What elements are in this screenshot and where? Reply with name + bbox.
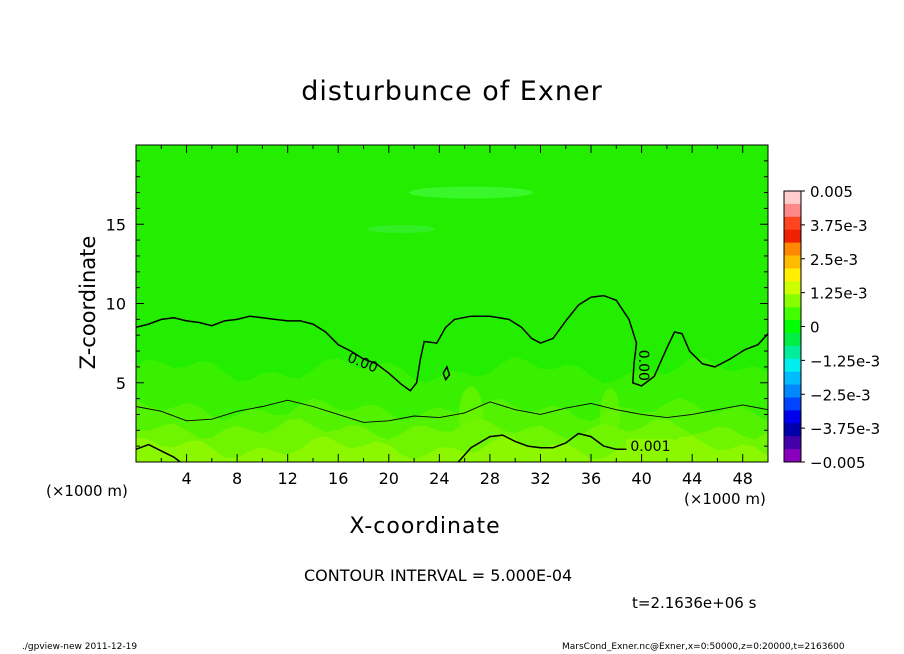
colorbar-segment-15 (784, 371, 801, 385)
y-axis-label: Z-coordinate (76, 236, 100, 370)
x-tick-label-44: 44 (682, 469, 702, 488)
colorbar-label-3: 2.5e-3 (810, 251, 858, 269)
chart-title: disturbunce of Exner (301, 76, 603, 107)
colorbar-segment-13 (784, 345, 801, 360)
colorbar-label-4: 1.25e-3 (810, 285, 868, 303)
x-tick-label-32: 32 (530, 469, 550, 488)
colorbar-label-2: 3.75e-3 (810, 217, 868, 235)
colorbar-segment-19 (784, 423, 801, 437)
x-tick-label-16: 16 (328, 469, 348, 488)
time-text: t=2.1636e+06 s (632, 594, 757, 612)
x-unit-label-left: (×1000 m) (46, 482, 128, 500)
x-tick-label-40: 40 (631, 469, 651, 488)
colorbar-segment-14 (784, 358, 801, 373)
colorbar-segment-16 (784, 384, 801, 398)
y-tick-label-10: 10 (106, 295, 126, 314)
contour-label-2: 0.00 (635, 350, 651, 381)
colorbar-segment-2 (784, 203, 801, 218)
contour-label-3: 0.001 (630, 439, 670, 455)
fill-blob-1 (458, 386, 483, 443)
y-tick-label-15: 15 (106, 215, 126, 234)
colorbar-segment-12 (784, 332, 801, 347)
fill-blob-2 (600, 388, 620, 441)
colorbar-segment-4 (784, 229, 801, 244)
mid-contour-line (136, 399, 768, 423)
x-tick-label-8: 8 (232, 469, 242, 488)
colorbar-label-6: −1.25e-3 (810, 352, 880, 370)
colorbar-segment-21 (784, 449, 801, 463)
colorbar-label-1: 0.005 (810, 183, 853, 201)
colorbar-label-7: −2.5e-3 (810, 386, 871, 404)
bottom-contour-line-1 (136, 443, 181, 462)
light-streak-2 (367, 225, 436, 234)
x-tick-label-4: 4 (181, 469, 191, 488)
light-streak-1 (408, 186, 533, 199)
colorbar-label-9: −0.005 (810, 454, 866, 472)
colorbar-segment-5 (784, 242, 801, 256)
colorbar-segment-11 (784, 320, 801, 334)
x-tick-label-20: 20 (379, 469, 399, 488)
colorbar-segment-10 (784, 307, 801, 321)
colorbar-segment-6 (784, 255, 801, 269)
colorbar-segment-1 (784, 191, 801, 205)
x-tick-label-24: 24 (429, 469, 449, 488)
colorbar-segment-9 (784, 294, 801, 308)
x-tick-label-36: 36 (581, 469, 601, 488)
colorbar-segment-7 (784, 268, 801, 282)
x-unit-label-right: (×1000 m) (684, 490, 766, 508)
contour-interval-text: CONTOUR INTERVAL = 5.000E-04 (304, 566, 573, 585)
x-axis-label: X-coordinate (349, 514, 501, 539)
colorbar-segment-18 (784, 410, 801, 424)
x-tick-label-48: 48 (733, 469, 753, 488)
colorbar-segment-3 (784, 216, 801, 231)
y-tick-label-5: 5 (116, 374, 126, 393)
footer-right: MarsCond_Exner.nc@Exner,x=0:50000,z=0:20… (562, 642, 845, 652)
x-tick-label-28: 28 (480, 469, 500, 488)
colorbar-segment-17 (784, 397, 801, 411)
colorbar-segment-8 (784, 281, 801, 295)
colorbar-label-5: 0 (810, 319, 820, 337)
zero-contour-small (442, 365, 451, 382)
colorbar-segment-20 (784, 436, 801, 450)
fill-band-4 (136, 435, 768, 462)
contour-label-bg-3 (626, 438, 675, 454)
plot-fill-group (136, 145, 768, 462)
bottom-contour-line-2 (457, 432, 667, 462)
colorbar-label-8: −3.75e-3 (810, 420, 880, 438)
footer-left: ./gpview-new 2011-12-19 (22, 642, 138, 652)
x-tick-label-12: 12 (278, 469, 298, 488)
zero-contour-line (136, 294, 768, 392)
